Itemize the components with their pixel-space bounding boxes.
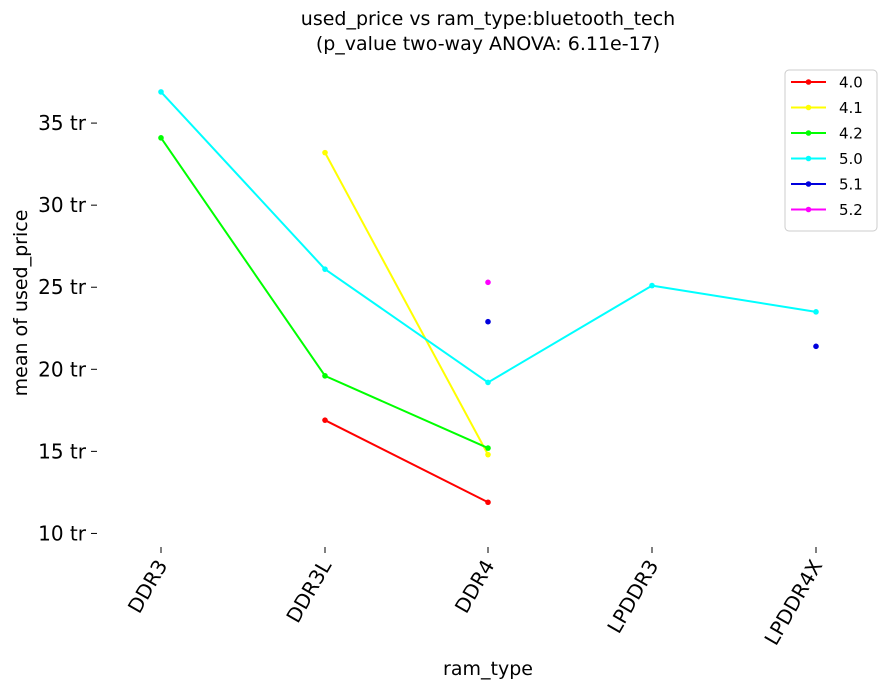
data-point [158,135,164,141]
series-4.0 [322,417,491,506]
y-axis-label: mean of used_price [10,210,32,397]
x-tick-label: DDR4 [450,556,499,618]
series-layer [158,89,819,506]
series-5.2 [485,279,491,286]
legend-item: 5.0 [791,150,863,168]
series-line [324,152,489,456]
data-point [322,417,328,423]
legend-swatch-marker [805,104,812,111]
legend-frame [784,69,878,232]
chart-title: used_price vs ram_type:bluetooth_tech [301,8,675,30]
legend-swatch-marker [805,79,812,85]
legend-label: 5.2 [839,201,863,219]
legend-swatch-marker [805,206,812,213]
x-axis: DDR3 DDR3L DDR4 LPDDR3 LPDDR4X [123,547,827,649]
legend-item: 4.0 [791,74,863,92]
data-point [322,373,328,379]
y-tick-label: 35 tr [38,111,87,135]
data-point [322,149,328,156]
x-tick-label: DDR3 [123,556,172,618]
legend-label: 5.0 [839,150,863,168]
legend-label: 5.1 [839,176,863,194]
y-tick-label: 15 tr [38,439,87,463]
legend-label: 4.2 [839,125,863,143]
data-point [485,279,491,286]
legend-label: 4.0 [839,74,863,92]
series-line [160,91,817,384]
chart-subtitle: (p_value two-way ANOVA: 6.11e-17) [316,33,660,55]
legend-label: 4.1 [839,99,863,117]
data-point [322,266,328,272]
series-5.0 [158,89,819,386]
legend: 4.0 4.1 4.2 5.0 5.1 5.2 [784,69,878,232]
legend-item: 4.1 [791,99,863,117]
x-tick-label: DDR3L [281,555,336,627]
x-tick-label: LPDDR4X [759,555,827,649]
data-point [649,282,655,289]
data-point [485,445,491,451]
y-tick-label: 30 tr [38,193,87,217]
y-axis: 10 tr 15 tr 20 tr 25 tr 30 tr 35 tr [38,111,97,545]
series-4.1 [322,149,491,458]
legend-swatch-marker [805,181,812,187]
data-point [485,499,491,506]
y-tick-label: 10 tr [38,521,87,545]
legend-item: 5.1 [791,176,863,194]
legend-item: 5.2 [791,201,863,219]
data-point [813,343,819,350]
series-line [160,137,489,449]
data-point [158,89,164,95]
x-tick-label: LPDDR3 [602,556,663,638]
legend-swatch-marker [805,155,812,162]
y-tick-label: 20 tr [38,357,87,381]
data-point [485,451,491,458]
legend-item: 4.2 [791,125,863,143]
series-line [324,419,489,504]
y-tick-label: 25 tr [38,275,87,299]
series-4.2 [158,135,491,451]
series-5.1 [485,318,819,350]
data-point [485,379,491,386]
x-axis-label: ram_type [443,658,533,680]
data-point [813,309,819,315]
legend-swatch-marker [805,130,812,136]
data-point [485,318,491,325]
